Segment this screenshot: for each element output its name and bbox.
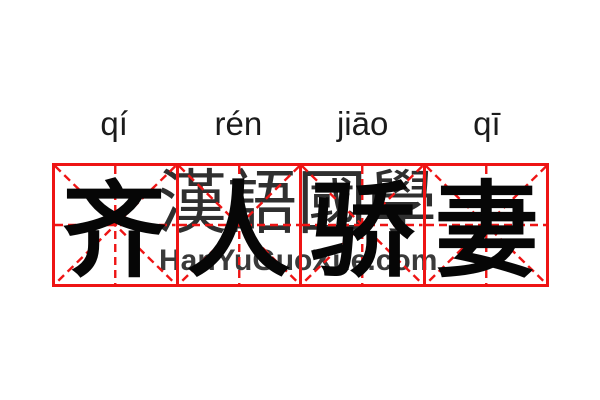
pinyin-label: qí: [100, 105, 128, 142]
mizige-grid: [52, 163, 549, 287]
pinyin-label: qī: [473, 105, 501, 142]
watermark-site-url: HanYuGuoXue.com: [159, 244, 438, 277]
mizige-cell: [302, 166, 426, 284]
pinyin-label: jiāo: [336, 105, 389, 142]
mizige-cell: [179, 166, 302, 284]
cell-guide-lines-icon: [302, 166, 423, 284]
mizige-cell: [55, 166, 179, 284]
cell-guide-lines-icon: [55, 166, 176, 284]
mizige-cell: [426, 166, 547, 284]
cell-guide-lines-icon: [426, 166, 547, 284]
cell-guide-lines-icon: [179, 166, 300, 284]
watermark-hanzi-text: 漢語國學: [157, 162, 437, 244]
pinyin-label: rén: [214, 105, 263, 142]
pinyin-row: qí rén jiāo qī: [52, 103, 549, 145]
